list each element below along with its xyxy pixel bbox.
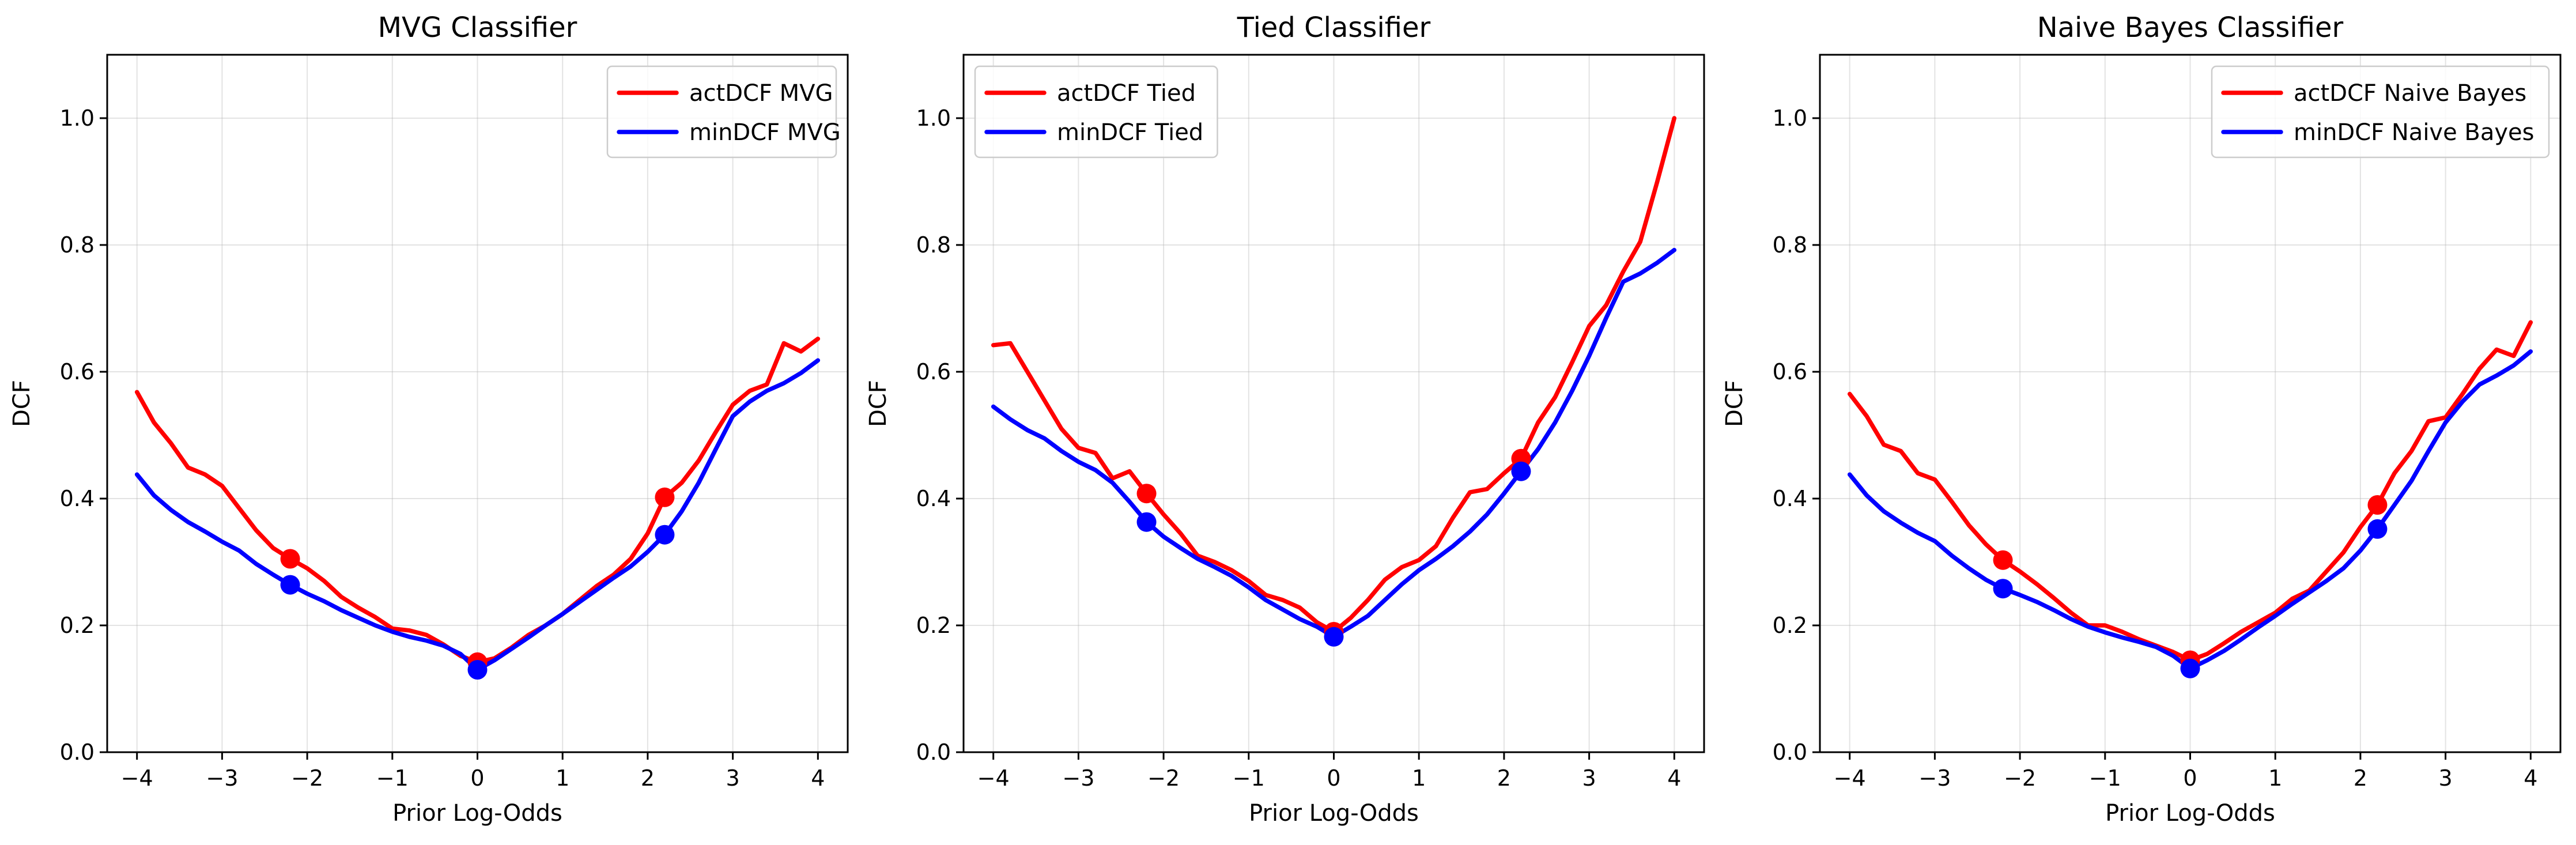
y-tick-label: 0.2 — [1773, 613, 1807, 638]
x-tick-label: −4 — [977, 765, 1010, 791]
x-tick-label: −2 — [291, 765, 323, 791]
x-axis-label: Prior Log-Odds — [392, 800, 562, 827]
chart-panel: −4 −3 −2 −1 0 1 2 3 4 0.0 0.2 0.4 0.6 0.8 1.0 MVG Class… — [9, 12, 849, 827]
x-tick-label: 2 — [1497, 765, 1511, 791]
actdcf-marker — [655, 487, 675, 507]
chart-title: Naive Bayes Classifier — [2037, 12, 2344, 44]
x-tick-label: 4 — [1667, 765, 1681, 791]
y-tick-label: 0.2 — [60, 613, 95, 638]
legend-label: minDCF Naive Bayes — [2294, 119, 2535, 146]
x-tick-label: 4 — [811, 765, 825, 791]
x-tick-label: −1 — [376, 765, 409, 791]
x-tick-label: 1 — [556, 765, 569, 791]
y-tick-label: 0.0 — [1773, 740, 1807, 765]
actdcf-marker — [1993, 550, 2013, 570]
chart-title: Tied Classifier — [1237, 12, 1431, 44]
y-tick-label: 0.0 — [916, 740, 951, 765]
y-tick-label: 0.4 — [916, 486, 951, 511]
y-tick-label: 1.0 — [60, 105, 95, 131]
x-tick-label: −2 — [1147, 765, 1180, 791]
mindcf-marker — [467, 660, 488, 680]
actdcf-marker — [1136, 484, 1157, 504]
x-tick-label: 3 — [726, 765, 740, 791]
x-tick-label: −2 — [2004, 765, 2036, 791]
x-tick-label: 0 — [470, 765, 484, 791]
x-tick-label: −1 — [2089, 765, 2121, 791]
y-tick-label: 0.6 — [1773, 359, 1807, 384]
mindcf-marker — [2180, 658, 2200, 678]
legend-box — [2211, 65, 2550, 159]
y-axis-label: DCF — [9, 380, 35, 427]
legend-box — [606, 65, 837, 159]
x-tick-label: 2 — [641, 765, 655, 791]
mindcf-marker — [1324, 627, 1344, 647]
legend: actDCF MVG minDCF MVG — [606, 65, 841, 159]
x-tick-label: −3 — [206, 765, 238, 791]
x-tick-label: 3 — [1582, 765, 1596, 791]
x-tick-label: −4 — [121, 765, 153, 791]
mindcf-marker — [1993, 579, 2013, 599]
legend: actDCF Tied minDCF Tied — [974, 65, 1218, 159]
mindcf-marker — [1136, 512, 1157, 532]
y-axis-label: DCF — [865, 380, 892, 427]
chart-panel: −4 −3 −2 −1 0 1 2 3 4 0.0 0.2 0.4 0.6 0.8 1.0 Naive Bay… — [1721, 12, 2562, 827]
chart-panel: −4 −3 −2 −1 0 1 2 3 4 0.0 0.2 0.4 0.6 0.8 1.0 Tied Clas… — [865, 12, 1705, 827]
actdcf-marker — [280, 549, 300, 569]
y-tick-label: 0.6 — [60, 359, 95, 384]
y-tick-label: 1.0 — [916, 105, 951, 131]
y-tick-label: 0.4 — [1773, 486, 1807, 511]
y-tick-label: 1.0 — [1773, 105, 1807, 131]
x-tick-label: 1 — [1412, 765, 1426, 791]
x-tick-label: 0 — [2183, 765, 2197, 791]
x-tick-label: 1 — [2268, 765, 2282, 791]
mindcf-marker — [280, 575, 300, 595]
x-tick-label: −3 — [1062, 765, 1094, 791]
x-tick-label: −1 — [1233, 765, 1265, 791]
legend: actDCF Naive Bayes minDCF Naive Bayes — [2211, 65, 2550, 159]
y-tick-label: 0.8 — [60, 232, 95, 258]
x-tick-label: 2 — [2354, 765, 2367, 791]
chart-title: MVG Classifier — [378, 12, 577, 44]
legend-label: minDCF MVG — [689, 119, 841, 146]
legend-label: actDCF MVG — [689, 80, 833, 107]
y-axis-label: DCF — [1721, 380, 1748, 427]
x-tick-label: 3 — [2439, 765, 2453, 791]
legend-label: minDCF Tied — [1057, 119, 1203, 146]
mindcf-marker — [655, 525, 675, 545]
y-tick-label: 0.4 — [60, 486, 95, 511]
actdcf-marker — [2367, 495, 2388, 515]
x-axis-label: Prior Log-Odds — [2105, 800, 2275, 827]
y-tick-label: 0.0 — [60, 740, 95, 765]
x-tick-label: 0 — [1327, 765, 1340, 791]
legend-box — [974, 65, 1218, 159]
y-tick-label: 0.2 — [916, 613, 951, 638]
mindcf-marker — [1511, 461, 1531, 481]
y-tick-label: 0.8 — [916, 232, 951, 258]
legend-label: actDCF Tied — [1057, 80, 1196, 107]
legend-label: actDCF Naive Bayes — [2294, 80, 2526, 107]
y-tick-label: 0.6 — [916, 359, 951, 384]
mindcf-marker — [2367, 519, 2388, 539]
x-tick-label: 4 — [2524, 765, 2537, 791]
x-tick-label: −3 — [1918, 765, 1951, 791]
x-axis-label: Prior Log-Odds — [1249, 800, 1419, 827]
x-tick-label: −4 — [1834, 765, 1866, 791]
y-tick-label: 0.8 — [1773, 232, 1807, 258]
